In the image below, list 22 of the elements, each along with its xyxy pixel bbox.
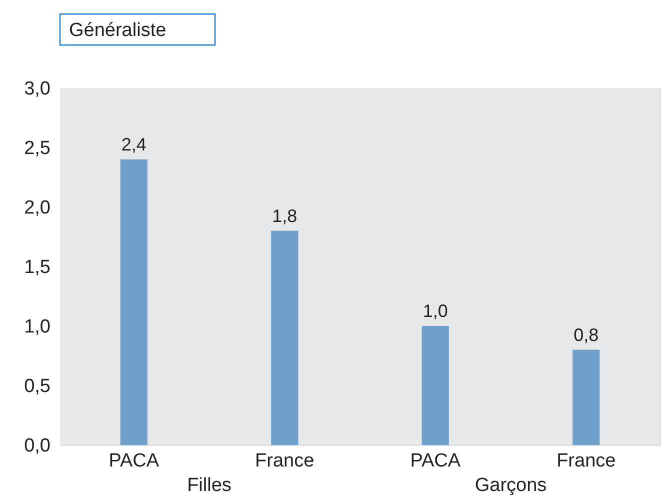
bar bbox=[271, 230, 298, 445]
data-label: 2,4 bbox=[121, 134, 146, 154]
y-tick-label: 0,0 bbox=[24, 436, 50, 456]
y-tick-label: 1,0 bbox=[24, 316, 50, 338]
data-label: 1,0 bbox=[422, 301, 448, 321]
y-tick-label: 0,5 bbox=[24, 376, 50, 397]
text: Garçons bbox=[474, 475, 547, 496]
chart-title: Généraliste bbox=[69, 20, 166, 41]
data-label: 0,8 bbox=[574, 324, 599, 345]
text: Filles bbox=[187, 475, 232, 496]
bar bbox=[572, 350, 600, 445]
x-tick-label: France bbox=[556, 450, 616, 472]
x-tick-label: PACA bbox=[410, 450, 461, 472]
x-tick-label: PACA bbox=[108, 450, 160, 472]
y-tick-label: 2,5 bbox=[24, 138, 50, 159]
data-label: 1,8 bbox=[272, 206, 298, 226]
y-tick-label: 2,0 bbox=[24, 198, 50, 218]
x-tick-label: France bbox=[255, 450, 314, 472]
bar bbox=[120, 159, 148, 445]
y-tick-label: 1,5 bbox=[24, 257, 50, 278]
bar bbox=[422, 326, 449, 445]
y-tick-label: 3,0 bbox=[24, 78, 50, 100]
